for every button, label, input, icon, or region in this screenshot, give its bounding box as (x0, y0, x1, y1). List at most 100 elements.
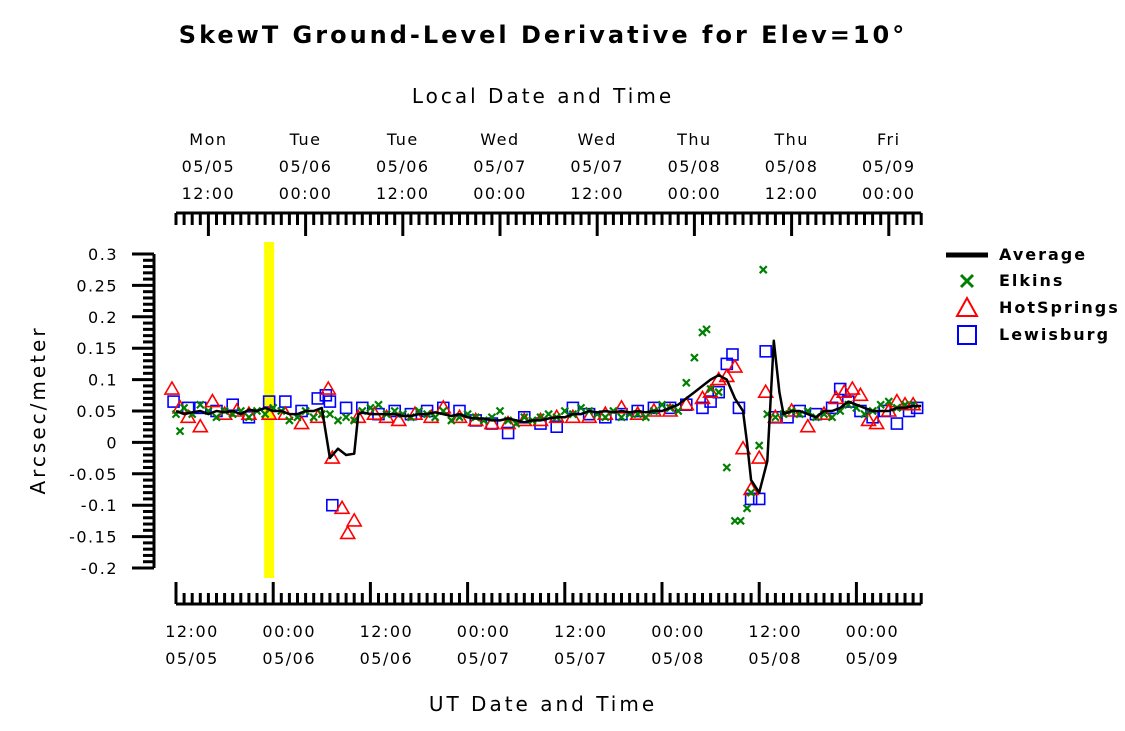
top-axis-title: Local Date and Time (412, 84, 674, 108)
lewisburg-point (890, 417, 904, 430)
elkins-point (722, 463, 732, 472)
elkins-point (609, 406, 618, 416)
lewisburg-point (732, 401, 746, 415)
series-average (175, 339, 922, 494)
top-tick-time: 00:00 (862, 184, 916, 203)
hotsprings-point (843, 380, 861, 395)
lewisburg-point (550, 420, 564, 434)
elkins-point (366, 403, 375, 413)
elkins-point (447, 416, 456, 425)
top-tick-date: 05/06 (279, 157, 333, 176)
bottom-tick-date: 05/07 (457, 649, 511, 668)
hotsprings-point (319, 380, 337, 395)
hotsprings-point (483, 414, 501, 430)
hotsprings-point (860, 411, 877, 427)
elkins-point (702, 325, 711, 334)
average-line (175, 339, 922, 494)
elkins-point (884, 397, 894, 406)
series-layer (163, 265, 924, 540)
elkins-point (495, 406, 505, 416)
top-axis: Mon 05/05 12:00 Tue 05/06 00:00 Tue 05/06 12:00 W… (174, 130, 923, 236)
top-tick-time: 12:00 (570, 184, 624, 203)
y-tick-label: -0.05 (69, 465, 118, 484)
elkins-point (746, 488, 756, 497)
y-tick-label: 0.3 (88, 245, 118, 264)
y-tick-label: 0.25 (76, 276, 118, 295)
hotsprings-point (677, 396, 695, 411)
bottom-tick-date: 05/09 (846, 649, 900, 668)
y-tick-label: -0.2 (81, 559, 118, 578)
hotsprings-point (757, 383, 775, 398)
top-tick-date: 05/05 (182, 157, 236, 176)
top-tick-date: 05/06 (376, 157, 430, 176)
bottom-tick-time: 00:00 (846, 622, 900, 641)
hotsprings-point (904, 396, 922, 411)
elkins-point (827, 413, 837, 422)
hotsprings-point (629, 405, 647, 420)
hotsprings-point (613, 399, 630, 414)
elkins-point (374, 400, 383, 409)
elkins-point (260, 409, 270, 419)
elkins-point (758, 265, 768, 274)
bottom-tick-date: 05/06 (360, 649, 414, 668)
legend-label-hotsprings: HotSprings (999, 298, 1120, 317)
top-tick-day: Thu (773, 130, 809, 149)
top-tick-day: Wed (578, 130, 617, 149)
y-tick-label: 0.15 (76, 339, 118, 358)
hotsprings-point (852, 386, 869, 402)
elkins-point (657, 400, 667, 409)
elkins-point (309, 413, 318, 422)
elkins-point (544, 409, 553, 419)
hotsprings-point (333, 499, 351, 515)
y-tick-label: 0.05 (76, 402, 118, 421)
elkins-point (736, 516, 745, 526)
hotsprings-point (596, 405, 614, 420)
top-tick-time: 00:00 (668, 184, 722, 203)
top-tick-date: 05/07 (570, 157, 624, 176)
top-tick-time: 12:00 (182, 184, 236, 203)
elkins-point (601, 413, 610, 422)
lewisburg-point (704, 395, 717, 408)
elkins-point (771, 413, 780, 422)
top-tick-time: 12:00 (376, 184, 430, 203)
top-tick-time: 12:00 (765, 184, 819, 203)
lewisburg-point (759, 345, 772, 358)
elkins-point (520, 413, 529, 422)
elkins-point (244, 413, 254, 422)
elkins-point (617, 413, 626, 422)
top-tick-day: Thu (676, 130, 712, 149)
elkins-point (682, 378, 691, 388)
top-tick-date: 05/08 (765, 157, 819, 176)
elkins-point (333, 416, 343, 425)
elkins-point (179, 403, 189, 413)
y-tick-label: -0.15 (69, 528, 118, 547)
top-tick-day: Tue (386, 130, 419, 149)
top-tick-time: 00:00 (279, 184, 333, 203)
lewisburg-point (501, 426, 515, 440)
elkins-point (212, 413, 221, 422)
bottom-tick-date: 05/08 (651, 649, 705, 668)
top-tick-day: Tue (289, 130, 322, 149)
legend-label-average: Average (999, 245, 1087, 264)
legend-swatch-lewisburg (957, 325, 977, 345)
bottom-tick-time: 00:00 (262, 622, 316, 641)
elkins-point (220, 406, 229, 416)
hotsprings-point (179, 408, 197, 424)
elkins-point (175, 426, 185, 436)
hotsprings-point (390, 411, 408, 427)
top-tick-date: 05/07 (473, 157, 527, 176)
legend-swatch-elkins (959, 273, 975, 289)
elkins-point (430, 413, 440, 422)
bottom-tick-time: 00:00 (651, 622, 705, 641)
hotsprings-point (896, 396, 914, 411)
elkins-point (742, 504, 752, 513)
x-axis-title: UT Date and Time (429, 692, 657, 716)
legend: Average Elkins HotSprings Lewisburg (946, 245, 1120, 345)
elkins-point (325, 409, 335, 419)
bottom-tick-date: 05/06 (262, 649, 316, 668)
lewisburg-point (279, 395, 292, 408)
y-tick-label: 0.1 (88, 371, 118, 390)
hotsprings-point (767, 408, 784, 424)
hotsprings-point (750, 449, 768, 464)
elkins-point (341, 413, 351, 422)
